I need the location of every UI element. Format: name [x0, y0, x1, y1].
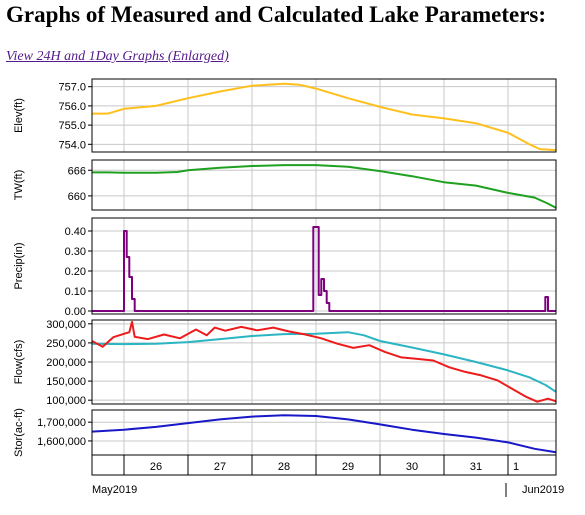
page-title: Graphs of Measured and Calculated Lake P…: [6, 2, 547, 27]
y-tick-label: 0.30: [65, 246, 86, 258]
y-axis-label: Stor(ac-ft): [13, 408, 25, 457]
y-tick-label: 757.0: [58, 82, 86, 94]
month-label-may: May2019: [92, 484, 137, 496]
y-tick-label: 756.0: [58, 101, 86, 113]
plot-area: [92, 79, 556, 152]
y-tick-label: 1,600,000: [37, 436, 86, 448]
plot-frame: [91, 159, 557, 211]
series-line-inflow: [91, 320, 557, 403]
y-tick-label: 754.0: [58, 139, 86, 151]
plot-area: [92, 160, 556, 210]
chart-panel-2: 660 666 TW(ft): [13, 159, 557, 211]
time-axis: 26 27 28 29 30 31 1 May2019 Jun2019: [91, 454, 564, 497]
y-axis-label: Flow(cfs): [13, 340, 25, 385]
day-label: 29: [342, 461, 354, 473]
day-axis-frame: [91, 454, 557, 476]
series-line-precip: [92, 226, 556, 312]
y-tick-label: 150,000: [46, 376, 86, 388]
y-tick-label: 300,000: [46, 319, 86, 331]
y-axis-label: TW(ft): [13, 170, 25, 201]
y-tick-label: 1,700,000: [37, 417, 86, 429]
y-tick-label: 660: [68, 191, 86, 203]
chart-panel-3: 0.00 0.10 0.20 0.30 0.40 Precip(in): [13, 217, 557, 318]
day-label: 31: [470, 461, 482, 473]
y-axis-label: Precip(in): [13, 242, 25, 289]
month-label-jun: Jun2019: [522, 484, 564, 496]
plot-area: [92, 218, 556, 314]
y-tick-label: 666: [68, 165, 86, 177]
y-tick-label: 0.20: [65, 266, 86, 278]
series-line-elev: [92, 82, 557, 152]
chart-panel-4: 100,000 150,000 200,000 250,000 300,000 Flow(…: [13, 319, 557, 407]
chart-panel-1: 754.0 755.0 756.0 757.0 Elev(ft): [13, 78, 557, 153]
plot-frame: [91, 217, 557, 315]
series-line-outflow: [91, 331, 557, 393]
day-label: 26: [150, 461, 162, 473]
series-line-tw: [92, 164, 557, 209]
y-tick-label: 755.0: [58, 120, 86, 132]
plot-frame: [91, 319, 557, 405]
y-axis-label: Elev(ft): [13, 98, 25, 133]
y-tick-label: 200,000: [46, 357, 86, 369]
day-label: 28: [278, 461, 290, 473]
day-label: 30: [406, 461, 418, 473]
day-label: 27: [214, 461, 226, 473]
series-line-storage: [91, 414, 557, 454]
plot-frame: [91, 78, 557, 153]
y-tick-label: 0.10: [65, 286, 86, 298]
day-label: 1: [513, 461, 519, 473]
chart-panel-5: 1,600,000 1,700,000 Stor(ac-ft): [13, 408, 557, 457]
y-tick-label: 100,000: [46, 395, 86, 407]
y-tick-label: 250,000: [46, 338, 86, 350]
y-tick-label: 0.40: [65, 226, 86, 238]
enlarged-graphs-link[interactable]: View 24H and 1Day Graphs (Enlarged): [6, 49, 229, 64]
y-tick-label: 0.00: [65, 306, 86, 318]
